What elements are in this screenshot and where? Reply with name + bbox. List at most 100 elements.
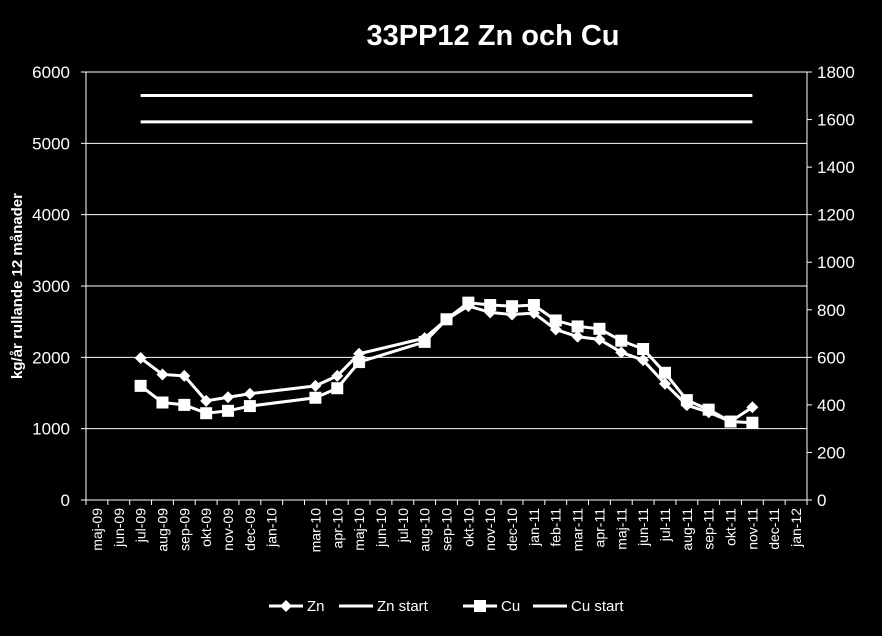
data-point [702,403,715,416]
data-point [484,299,497,312]
gridlines [86,71,807,501]
series-group [134,94,759,429]
data-point [746,401,759,414]
y-axis-label: kg/år rullande 12 månader [9,193,26,379]
data-point [593,333,606,346]
x-tick-label: okt-11 [723,508,739,546]
data-point [331,382,344,395]
data-point [746,416,759,429]
data-point [549,323,562,336]
data-point [353,356,366,369]
x-tick-label: feb-11 [548,508,564,547]
x-tick-label: dec-10 [504,508,520,551]
x-tick-label: nov-10 [482,508,498,551]
legend-marker [474,600,486,612]
data-point [549,314,562,327]
x-tick-label: jul-09 [133,508,149,543]
x-tick-label: aug-09 [154,508,170,552]
y2-tick-label: 600 [817,348,845,367]
x-tick-label: maj-10 [351,508,367,551]
legend-label: Cu [501,598,520,615]
x-tick-label: apr-10 [329,508,345,549]
x-tick-label: sep-09 [176,508,192,551]
legend-marker [280,600,292,612]
data-point [156,368,169,381]
y2-tick-label: 0 [817,491,826,510]
y2-tick-label: 400 [817,396,845,415]
chart-title: 33PP12 Zn och Cu [366,20,619,52]
legend-label: Zn start [377,598,429,615]
x-tick-label: mar-11 [570,508,586,552]
x-tick-label: apr-11 [591,508,607,548]
data-point [658,366,671,379]
data-point [178,369,191,382]
data-point [178,398,191,411]
data-point [658,377,671,390]
x-tick-label: okt-10 [460,508,476,547]
data-point [680,394,693,407]
y-axis-left: 0 1000 2000 3000 4000 5000 6000 [32,63,86,510]
data-point [243,387,256,400]
x-tick-label: aug-11 [679,508,695,551]
data-point [440,313,453,326]
data-point [615,346,628,359]
y-tick-label: 3000 [32,277,70,296]
data-point [156,396,169,409]
data-point [309,391,322,404]
x-tick-label: sep-11 [701,508,717,550]
data-point [331,369,344,382]
y-tick-label: 4000 [32,206,70,225]
data-point [506,300,519,313]
x-tick-label: nov-11 [744,508,760,550]
data-point [309,379,322,392]
legend-item: Zn [269,598,325,615]
data-point [134,352,147,365]
y-axis-right: 0 200 400 600 800 1000 1200 1400 1600 1800 [807,63,855,510]
legend-label: Zn [307,598,325,615]
y-tick-label: 1000 [32,420,70,439]
y2-tick-label: 1200 [817,206,855,225]
legend-item: Zn start [339,598,429,615]
y2-tick-label: 1600 [817,111,855,130]
data-point [571,330,584,343]
x-tick-label: jul-10 [395,508,411,543]
y2-tick-label: 200 [817,443,845,462]
x-tick-label: jan-10 [264,508,280,548]
y2-tick-label: 1400 [817,158,855,177]
legend-item: Cu [463,598,520,615]
data-point [571,320,584,333]
data-point [200,394,213,407]
x-tick-label: aug-10 [417,508,433,552]
x-tick-label: jun-11 [635,508,651,547]
y2-tick-label: 1800 [817,63,855,82]
y-tick-label: 0 [61,491,70,510]
data-point [462,296,475,309]
y-tick-label: 5000 [32,134,70,153]
series-cu [134,296,759,429]
data-point [134,379,147,392]
x-tick-label: jul-11 [657,508,673,542]
x-tick-label: jan-12 [788,508,804,548]
data-point [724,415,737,428]
x-tick-label: jan-11 [526,508,542,547]
x-tick-label: dec-11 [766,508,782,550]
data-point [593,322,606,335]
data-point [222,391,235,404]
legend-label: Cu start [571,598,624,615]
x-tick-label: sep-10 [439,508,455,551]
x-axis: maj-09 jun-09 jul-09 aug-09 sep-09 okt-09 nov-… [85,500,808,552]
y-tick-label: 6000 [32,63,70,82]
x-tick-label: jun-10 [373,508,389,548]
y2-tick-label: 1000 [817,253,855,272]
y-tick-label: 2000 [32,348,70,367]
x-tick-label: maj-09 [89,508,105,551]
data-point [418,335,431,348]
data-point [637,354,650,367]
legend: Zn Zn start Cu Cu start [269,598,624,615]
data-point [222,404,235,417]
data-point [527,299,540,312]
x-tick-label: maj-11 [613,508,629,550]
data-point [637,343,650,356]
x-tick-label: nov-09 [220,508,236,551]
legend-item: Cu start [533,598,624,615]
